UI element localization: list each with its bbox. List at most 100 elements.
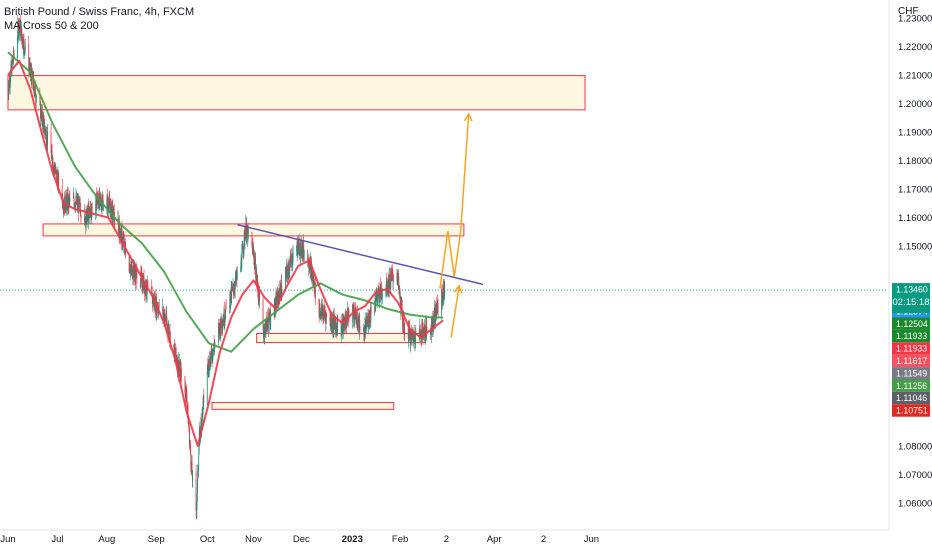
candle-body (390, 281, 392, 289)
y-tick-label: 1.23000 (898, 13, 932, 24)
y-tick-label: 1.06000 (898, 498, 932, 509)
candle-body (201, 409, 203, 423)
candle-body (309, 260, 311, 272)
price-label-text: 1.11933 (896, 331, 927, 341)
candle-body (95, 195, 97, 204)
candle-body (28, 43, 30, 72)
candle-body (259, 292, 260, 300)
candle-body (21, 28, 23, 36)
candle-body (188, 421, 190, 427)
candle-body (200, 420, 202, 434)
candle-body (334, 319, 336, 324)
candle-body (206, 370, 208, 404)
candle-body (321, 306, 323, 315)
price-label-text: 1.12504 (896, 319, 928, 329)
candle-body (422, 326, 424, 333)
candle-body (51, 155, 53, 164)
candle-body (330, 321, 332, 327)
candle-body (359, 320, 361, 329)
candle-body (381, 293, 383, 299)
candle-body (320, 311, 322, 315)
y-tick-label: 1.16000 (898, 213, 932, 224)
candle-body (275, 297, 277, 306)
candle-body (241, 268, 242, 269)
candle-body (110, 200, 112, 217)
candle-body (158, 302, 160, 310)
candle-body (367, 316, 369, 328)
candle-body (145, 284, 147, 294)
candle-body (106, 198, 108, 207)
y-tick-label: 1.18000 (898, 156, 932, 167)
candle-body (377, 290, 379, 296)
candle-body (218, 326, 219, 343)
candle-body (201, 420, 203, 430)
candle-body (287, 271, 288, 278)
candle-body (252, 245, 254, 255)
y-tick-label: 1.19000 (898, 128, 932, 139)
ma-50-line (7, 59, 444, 447)
candle-body (23, 40, 25, 49)
projection-arrowhead (463, 112, 473, 122)
countdown-label: 02:15:18 (892, 298, 930, 313)
candle-body (36, 95, 37, 98)
y-tick-label: 1.17000 (898, 185, 932, 196)
candle-body (359, 328, 361, 332)
candle-body (179, 368, 181, 376)
candle-body (245, 222, 247, 239)
candle-body (21, 36, 23, 43)
candle-body (270, 315, 272, 324)
price-label-text: 1.11256 (896, 381, 927, 391)
moving-averages-layer (7, 51, 444, 447)
candle-body (195, 472, 197, 511)
candle-body (376, 293, 378, 297)
x-tick-label: Apr (487, 534, 502, 545)
candle-body (24, 43, 26, 51)
candle-body (358, 315, 360, 333)
price-label-text: 1.11617 (896, 356, 927, 366)
candle-body (241, 252, 243, 269)
candle-body (402, 316, 403, 325)
candle-body (236, 271, 238, 280)
candle-body (281, 290, 283, 294)
candle-body (220, 322, 221, 335)
candle-body (151, 289, 153, 293)
candle-body (410, 332, 412, 345)
candle-body (341, 328, 342, 337)
price-label-text: 1.10751 (896, 406, 928, 416)
candle-body (122, 238, 124, 244)
candle-body (114, 219, 115, 222)
candle-body (421, 322, 423, 328)
candle-body (280, 285, 282, 297)
candle-body (169, 331, 171, 345)
candle-body (175, 348, 177, 357)
candle-body (33, 91, 35, 94)
y-tick-label: 1.07000 (898, 470, 932, 481)
candle-body (192, 472, 194, 482)
candle-body (232, 284, 234, 289)
candle-body (424, 327, 426, 338)
candle-body (129, 263, 131, 272)
candle-body (363, 328, 365, 331)
candle-body (184, 375, 186, 393)
candle-body (343, 317, 344, 331)
zone-rect-2 (42, 223, 465, 237)
candle-body (203, 394, 205, 404)
candle-body (435, 306, 436, 322)
candle-body (415, 329, 417, 335)
price-label-box (892, 342, 930, 355)
indicator-label: MA Cross 50 & 200 (4, 20, 99, 32)
candle-body (370, 307, 372, 314)
candle-body (415, 334, 416, 343)
candle-body (33, 78, 35, 87)
time-axis-layer: Jun Jul Aug Sep Oct Nov Dec 2023 Feb 2 Apr 2 Jun (0, 529, 889, 545)
x-tick-label: Jul (51, 534, 63, 545)
ma-200-line (7, 51, 444, 353)
candle-body (368, 313, 370, 322)
x-tick-label: 2023 (342, 534, 363, 545)
candle-body (225, 302, 227, 307)
candle-body (91, 206, 93, 214)
candle-body (147, 285, 149, 287)
candle-body (398, 277, 400, 287)
